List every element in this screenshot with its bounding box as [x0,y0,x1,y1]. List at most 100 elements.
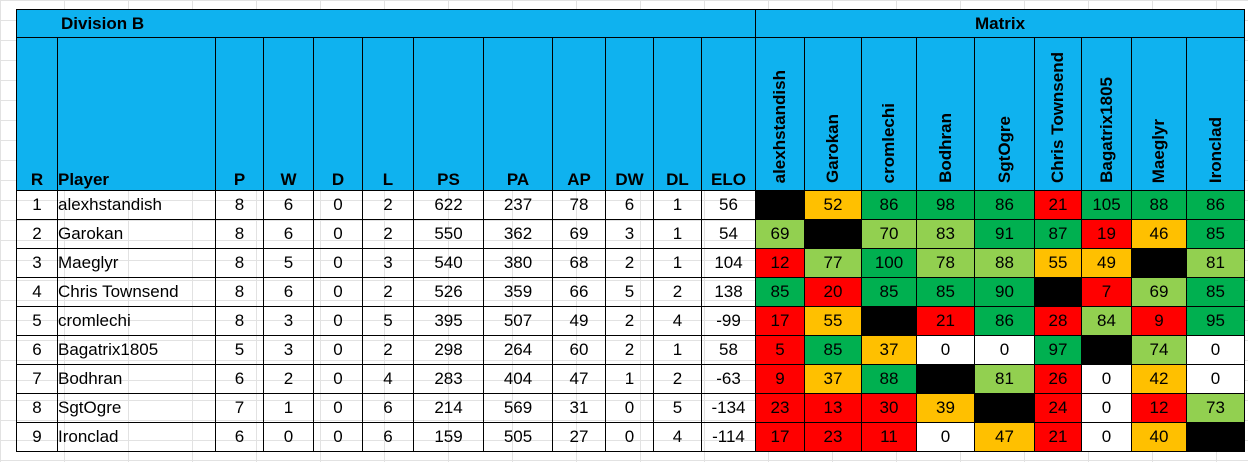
cell-wins[interactable]: 6 [263,190,314,220]
matrix-cell[interactable]: 95 [1186,306,1245,336]
cell-dl[interactable]: 4 [653,422,702,452]
matrix-cell[interactable]: 100 [861,248,917,278]
cell-elo[interactable]: 54 [701,219,756,249]
col-header-player[interactable]: Player [57,37,216,191]
cell-dw[interactable]: 3 [605,219,654,249]
matrix-cell[interactable]: 85 [1186,219,1245,249]
matrix-cell[interactable]: 23 [755,393,805,423]
matrix-cell[interactable]: 85 [1186,277,1245,307]
cell-points-scored[interactable]: 622 [413,190,484,220]
matrix-cell[interactable]: 97 [1034,335,1082,365]
matrix-cell[interactable]: 86 [974,306,1035,336]
matrix-cell[interactable]: 21 [1034,422,1082,452]
cell-draws[interactable]: 0 [313,335,363,365]
cell-rank[interactable]: 5 [16,306,58,336]
cell-points-scored[interactable]: 395 [413,306,484,336]
matrix-cell[interactable]: 12 [1131,393,1187,423]
cell-ap[interactable]: 69 [552,219,606,249]
matrix-cell-self[interactable] [861,306,917,336]
cell-rank[interactable]: 7 [16,364,58,394]
matrix-cell[interactable]: 83 [916,219,975,249]
cell-dw[interactable]: 0 [605,422,654,452]
cell-player[interactable]: Garokan [57,219,216,249]
matrix-header-garokan[interactable]: Garokan [804,37,862,191]
matrix-cell[interactable]: 40 [1131,422,1187,452]
matrix-cell[interactable]: 55 [1034,248,1082,278]
matrix-cell[interactable]: 85 [804,335,862,365]
matrix-cell[interactable]: 39 [916,393,975,423]
cell-losses[interactable]: 3 [362,248,414,278]
cell-elo[interactable]: -134 [701,393,756,423]
matrix-header-chris-townsend[interactable]: Chris Townsend [1034,37,1082,191]
cell-points-scored[interactable]: 526 [413,277,484,307]
matrix-header-bodhran[interactable]: Bodhran [916,37,975,191]
matrix-cell[interactable]: 21 [916,306,975,336]
cell-played[interactable]: 5 [215,335,264,365]
cell-elo[interactable]: 56 [701,190,756,220]
cell-player[interactable]: Bodhran [57,364,216,394]
cell-losses[interactable]: 6 [362,422,414,452]
cell-dl[interactable]: 5 [653,393,702,423]
matrix-cell-self[interactable] [755,190,805,220]
cell-losses[interactable]: 2 [362,219,414,249]
matrix-cell[interactable]: 49 [1081,248,1132,278]
matrix-cell[interactable]: 81 [974,364,1035,394]
matrix-cell[interactable]: 90 [974,277,1035,307]
cell-points-against[interactable]: 404 [483,364,553,394]
col-header-pa[interactable]: PA [483,37,553,191]
matrix-cell-self[interactable] [916,364,975,394]
matrix-cell[interactable]: 0 [916,335,975,365]
matrix-cell[interactable]: 5 [755,335,805,365]
matrix-cell[interactable]: 88 [974,248,1035,278]
cell-played[interactable]: 6 [215,422,264,452]
cell-dw[interactable]: 2 [605,335,654,365]
cell-rank[interactable]: 1 [16,190,58,220]
cell-dl[interactable]: 1 [653,219,702,249]
col-header-w[interactable]: W [263,37,314,191]
cell-elo[interactable]: -63 [701,364,756,394]
cell-rank[interactable]: 6 [16,335,58,365]
cell-player[interactable]: Maeglyr [57,248,216,278]
matrix-cell[interactable]: 84 [1081,306,1132,336]
cell-losses[interactable]: 6 [362,393,414,423]
matrix-cell[interactable]: 91 [974,219,1035,249]
matrix-cell[interactable]: 85 [861,277,917,307]
cell-draws[interactable]: 0 [313,190,363,220]
col-header-dw[interactable]: DW [605,37,654,191]
cell-losses[interactable]: 5 [362,306,414,336]
matrix-cell[interactable]: 74 [1131,335,1187,365]
division-title[interactable]: Division B [16,9,756,38]
matrix-cell[interactable]: 21 [1034,190,1082,220]
matrix-cell[interactable]: 52 [804,190,862,220]
matrix-cell[interactable]: 12 [755,248,805,278]
cell-played[interactable]: 7 [215,393,264,423]
col-header-elo[interactable]: ELO [701,37,756,191]
cell-ap[interactable]: 78 [552,190,606,220]
cell-played[interactable]: 8 [215,219,264,249]
col-header-l[interactable]: L [362,37,414,191]
matrix-cell[interactable]: 24 [1034,393,1082,423]
matrix-header-cromlechi[interactable]: cromlechi [861,37,917,191]
matrix-cell[interactable]: 46 [1131,219,1187,249]
matrix-cell[interactable]: 23 [804,422,862,452]
matrix-cell[interactable]: 88 [861,364,917,394]
matrix-cell[interactable]: 0 [1186,364,1245,394]
cell-points-scored[interactable]: 550 [413,219,484,249]
matrix-cell-self[interactable] [974,393,1035,423]
cell-points-against[interactable]: 507 [483,306,553,336]
cell-wins[interactable]: 3 [263,335,314,365]
cell-elo[interactable]: -99 [701,306,756,336]
cell-elo[interactable]: 58 [701,335,756,365]
cell-player[interactable]: cromlechi [57,306,216,336]
cell-dl[interactable]: 2 [653,277,702,307]
matrix-cell[interactable]: 13 [804,393,862,423]
matrix-header-maeglyr[interactable]: Maeglyr [1131,37,1187,191]
cell-draws[interactable]: 0 [313,277,363,307]
matrix-cell[interactable]: 11 [861,422,917,452]
matrix-cell[interactable]: 0 [1081,364,1132,394]
cell-dw[interactable]: 2 [605,306,654,336]
col-header-ps[interactable]: PS [413,37,484,191]
matrix-cell-self[interactable] [1131,248,1187,278]
matrix-cell[interactable]: 85 [916,277,975,307]
cell-dw[interactable]: 5 [605,277,654,307]
